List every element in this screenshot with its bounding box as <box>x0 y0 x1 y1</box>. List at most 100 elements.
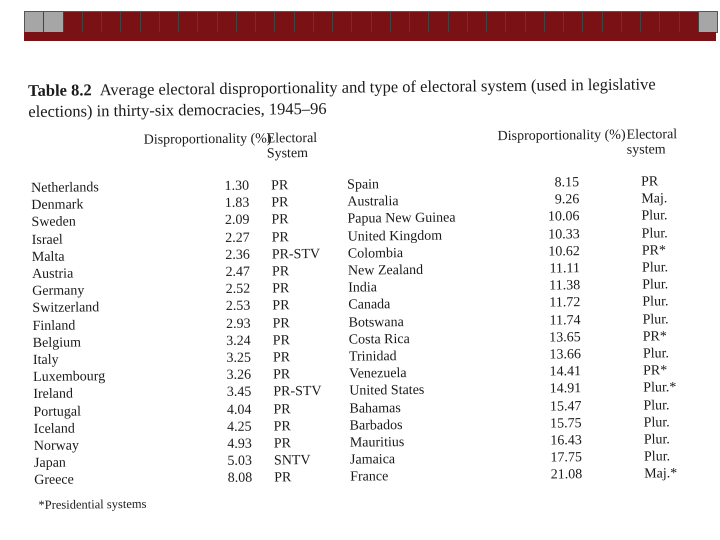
disproportionality-left: 2.53 <box>225 299 251 315</box>
disproportionality-left: 2.47 <box>225 264 251 280</box>
country-right: Bahamas <box>349 400 401 417</box>
country-left: Norway <box>33 438 80 454</box>
header-cell <box>506 12 526 32</box>
header-cell <box>660 12 680 32</box>
system-left: PR <box>273 436 292 452</box>
disproportionality-right: 11.38 <box>549 278 581 294</box>
country-left: Portugal <box>33 404 82 420</box>
country-left: Sweden <box>31 214 76 231</box>
slide-header-bar <box>24 11 718 33</box>
disproportionality-right: 15.75 <box>550 416 582 432</box>
header-cell <box>179 12 199 32</box>
header-cell <box>256 12 276 32</box>
header-cell <box>371 12 391 32</box>
system-left: PR <box>271 212 289 228</box>
system-left: PR <box>272 315 290 332</box>
header-cell <box>333 12 353 32</box>
disproportionality-right: 8.15 <box>554 175 580 191</box>
disproportionality-left: 1.30 <box>224 178 250 194</box>
country-left: Greece <box>34 472 74 489</box>
country-right: United States <box>349 383 425 400</box>
disproportionality-right: 10.33 <box>548 226 580 243</box>
country-left: Luxembourg <box>33 369 106 386</box>
header-cell <box>429 12 449 32</box>
header-cell <box>467 12 487 32</box>
header-left-disproportionality: Disproportionality (%) <box>143 131 272 148</box>
country-left: Malta <box>31 249 65 265</box>
system-left: PR <box>271 264 290 280</box>
country-right: United Kingdom <box>347 228 443 245</box>
disproportionality-left: 4.04 <box>226 402 252 418</box>
disproportionality-right: 14.91 <box>549 381 582 397</box>
country-right: Spain <box>347 177 380 193</box>
disproportionality-right: 10.06 <box>547 209 580 225</box>
header-cell <box>102 12 122 32</box>
system-left: PR <box>272 333 290 349</box>
disproportionality-right: 16.43 <box>550 433 582 449</box>
header-cell <box>275 12 295 32</box>
header-cell <box>564 12 584 32</box>
country-left: Finland <box>32 318 76 334</box>
country-left: Italy <box>32 352 59 368</box>
header-cell <box>217 12 237 32</box>
disproportionality-left: 8.08 <box>227 471 253 487</box>
system-left: PR-STV <box>271 246 321 263</box>
country-left: Israel <box>31 232 63 248</box>
table-caption: Table 8.2 Average electoral disproportion… <box>28 73 668 122</box>
system-left: PR <box>273 419 291 435</box>
header-accent-line <box>24 32 716 41</box>
system-right: PR* <box>642 329 667 345</box>
system-right: Maj.* <box>644 466 678 482</box>
system-right: Plur. <box>642 346 670 362</box>
header-right-disproportionality: Disproportionality (%) <box>497 127 626 145</box>
country-left: Switzerland <box>32 300 100 317</box>
system-right: PR* <box>643 363 668 379</box>
table-body: Netherlands 1.30 PR Spain 8.15 PR Denmark 1.83 P… <box>29 173 699 488</box>
country-right: New Zealand <box>347 262 424 279</box>
system-right: Plur. <box>642 311 669 328</box>
disproportionality-right: 21.08 <box>550 467 583 483</box>
system-right: Plur. <box>641 208 668 224</box>
disproportionality-right: 15.47 <box>549 398 582 415</box>
header-cell <box>621 12 641 32</box>
system-right: Plur. <box>642 294 669 310</box>
disproportionality-right: 13.66 <box>549 347 581 363</box>
disproportionality-right: 11.74 <box>549 312 581 329</box>
footnote: *Presidential systems <box>38 496 147 512</box>
disproportionality-left: 2.52 <box>225 281 251 298</box>
system-left: SNTV <box>273 453 311 469</box>
country-left: Netherlands <box>31 180 99 196</box>
country-right: Jamaica <box>349 452 396 468</box>
system-right: Plur. <box>641 260 669 276</box>
country-left: Germany <box>32 283 85 300</box>
system-left: PR <box>273 367 291 383</box>
country-right: Australia <box>347 194 399 210</box>
header-cell <box>121 12 141 32</box>
country-right: Trinidad <box>348 349 397 365</box>
header-cell <box>525 12 545 32</box>
system-left: PR <box>271 178 289 194</box>
header-cell <box>583 12 603 32</box>
system-right: Plur. <box>643 449 671 465</box>
caption-text: Average electoral disproportionality and… <box>28 74 656 121</box>
country-right: Canada <box>348 297 391 314</box>
disproportionality-right: 11.11 <box>549 261 581 277</box>
header-cell <box>236 12 256 32</box>
disproportionality-right: 13.65 <box>549 330 581 346</box>
system-left: PR <box>272 281 290 297</box>
header-cell <box>25 12 45 32</box>
header-cell <box>44 12 64 32</box>
header-cell <box>448 12 468 32</box>
disproportionality-right: 10.62 <box>548 244 580 260</box>
header-cell <box>679 12 699 32</box>
country-right: Papua New Guinea <box>347 210 456 228</box>
country-left: Austria <box>31 266 74 282</box>
system-left: PR <box>272 298 290 314</box>
country-left: Japan <box>33 455 66 472</box>
disproportionality-left: 2.36 <box>225 247 250 263</box>
system-left: PR <box>274 470 292 486</box>
disproportionality-right: 17.75 <box>550 450 583 466</box>
disproportionality-left: 3.24 <box>226 333 251 349</box>
system-right: PR* <box>641 243 667 259</box>
header-cell <box>410 12 430 32</box>
